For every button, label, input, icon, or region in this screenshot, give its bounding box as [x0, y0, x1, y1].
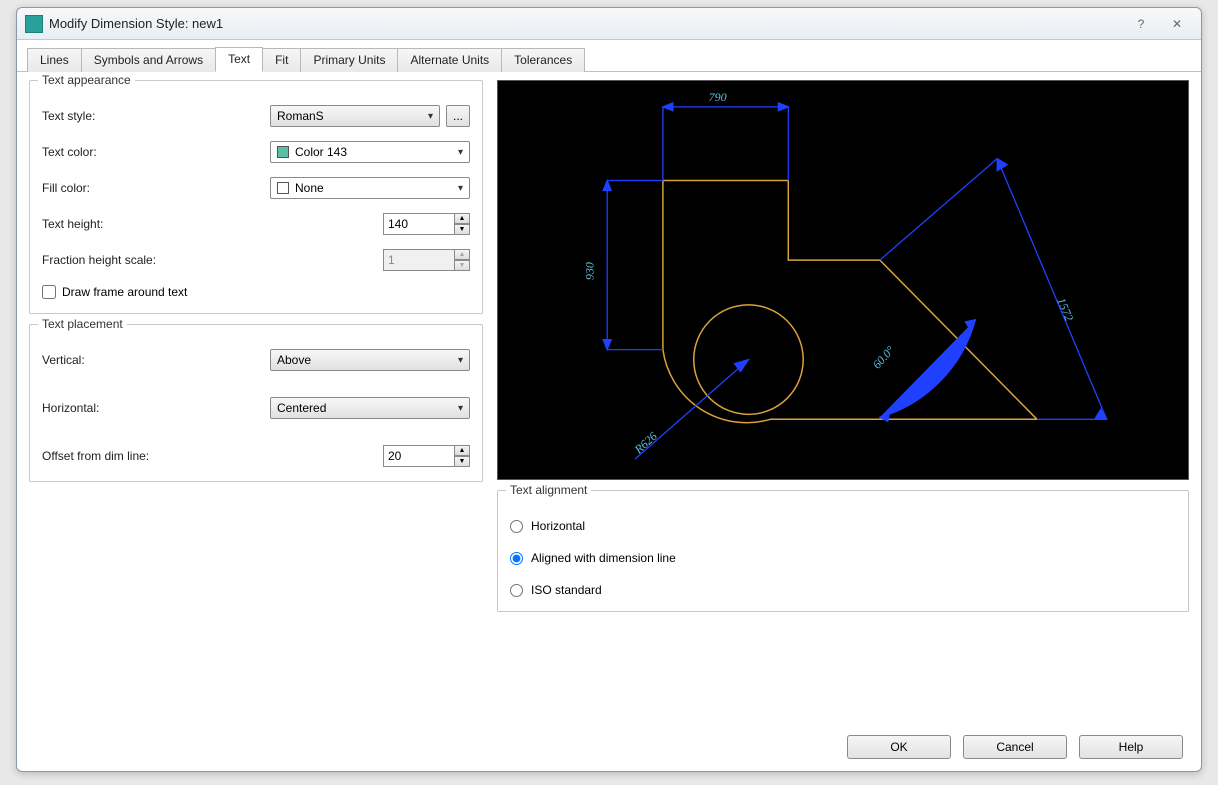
- fill-color-value: None: [295, 181, 324, 195]
- label-text-color: Text color:: [42, 145, 270, 159]
- label-fill-color: Fill color:: [42, 181, 270, 195]
- label-align-iso: ISO standard: [531, 583, 602, 597]
- label-horizontal: Horizontal:: [42, 401, 270, 415]
- radio-aligned[interactable]: [510, 552, 523, 565]
- tab-lines[interactable]: Lines: [27, 48, 82, 72]
- dimension-preview: 790 930 1572 60.0° R626: [497, 80, 1189, 480]
- horizontal-value: Centered: [277, 401, 326, 415]
- input-offset[interactable]: [383, 445, 455, 467]
- tab-fit[interactable]: Fit: [262, 48, 301, 72]
- fraction-height-down: ▼: [454, 260, 470, 271]
- dropdown-text-style[interactable]: RomanS: [270, 105, 440, 127]
- cancel-button[interactable]: Cancel: [963, 735, 1067, 759]
- help-button[interactable]: ?: [1125, 14, 1157, 34]
- legend-text-placement: Text placement: [38, 317, 127, 331]
- vertical-value: Above: [277, 353, 311, 367]
- group-text-alignment: Text alignment Horizontal Aligned with d…: [497, 490, 1189, 612]
- svg-text:60.0°: 60.0°: [870, 343, 898, 372]
- svg-text:790: 790: [709, 90, 727, 104]
- dropdown-horizontal[interactable]: Centered: [270, 397, 470, 419]
- label-offset: Offset from dim line:: [42, 449, 383, 463]
- svg-text:1572: 1572: [1054, 296, 1076, 323]
- radio-iso[interactable]: [510, 584, 523, 597]
- offset-up[interactable]: ▲: [454, 445, 470, 456]
- text-height-down[interactable]: ▼: [454, 224, 470, 235]
- fill-color-swatch: [277, 182, 289, 194]
- dialog-window: Modify Dimension Style: new1 ? ✕ Lines S…: [16, 7, 1202, 772]
- dropdown-text-color[interactable]: Color 143: [270, 141, 470, 163]
- text-color-value: Color 143: [295, 145, 347, 159]
- label-vertical: Vertical:: [42, 353, 270, 367]
- close-button[interactable]: ✕: [1161, 14, 1193, 34]
- dialog-footer: OK Cancel Help: [847, 735, 1183, 759]
- label-fraction-height: Fraction height scale:: [42, 253, 383, 267]
- label-align-aligned: Aligned with dimension line: [531, 551, 676, 565]
- input-text-height[interactable]: [383, 213, 455, 235]
- group-text-appearance: Text appearance Text style: RomanS ... T…: [29, 80, 483, 314]
- tab-alternate-units[interactable]: Alternate Units: [397, 48, 502, 72]
- tab-symbols-and-arrows[interactable]: Symbols and Arrows: [81, 48, 216, 72]
- tab-primary-units[interactable]: Primary Units: [300, 48, 398, 72]
- radio-horizontal[interactable]: [510, 520, 523, 533]
- browse-text-style-button[interactable]: ...: [446, 105, 470, 127]
- legend-text-appearance: Text appearance: [38, 73, 135, 87]
- input-fraction-height: [383, 249, 455, 271]
- label-text-style: Text style:: [42, 109, 270, 123]
- text-style-value: RomanS: [277, 109, 324, 123]
- label-text-height: Text height:: [42, 217, 383, 231]
- app-icon: [25, 15, 43, 33]
- svg-text:R626: R626: [631, 429, 660, 457]
- window-title: Modify Dimension Style: new1: [49, 16, 223, 31]
- fraction-height-up: ▲: [454, 249, 470, 260]
- offset-down[interactable]: ▼: [454, 456, 470, 467]
- dropdown-vertical[interactable]: Above: [270, 349, 470, 371]
- legend-text-alignment: Text alignment: [506, 483, 591, 497]
- tab-tolerances[interactable]: Tolerances: [501, 48, 585, 72]
- checkbox-draw-frame[interactable]: [42, 285, 56, 299]
- group-text-placement: Text placement Vertical: Above Horizonta…: [29, 324, 483, 482]
- tabstrip: Lines Symbols and Arrows Text Fit Primar…: [17, 40, 1201, 72]
- help-button-footer[interactable]: Help: [1079, 735, 1183, 759]
- label-draw-frame: Draw frame around text: [62, 285, 187, 299]
- svg-text:930: 930: [582, 262, 596, 280]
- titlebar: Modify Dimension Style: new1 ? ✕: [17, 8, 1201, 40]
- text-height-up[interactable]: ▲: [454, 213, 470, 224]
- ok-button[interactable]: OK: [847, 735, 951, 759]
- tab-text[interactable]: Text: [215, 47, 263, 72]
- label-align-horizontal: Horizontal: [531, 519, 585, 533]
- text-color-swatch: [277, 146, 289, 158]
- dropdown-fill-color[interactable]: None: [270, 177, 470, 199]
